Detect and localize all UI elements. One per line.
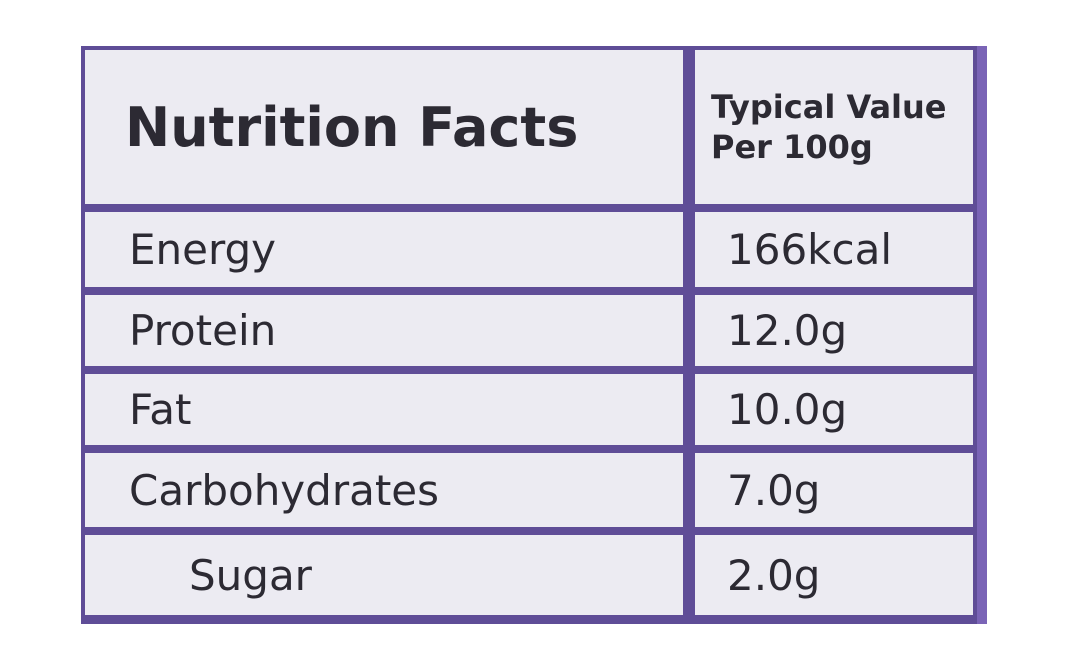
nutrient-value-protein: 12.0g [695, 295, 973, 366]
nutrient-label-protein: Protein [85, 295, 683, 366]
table-title-text: Nutrition Facts [125, 95, 579, 159]
nutrient-value-energy: 166kcal [695, 212, 973, 287]
nutrient-label-text: Energy [129, 225, 277, 274]
nutrient-value-fat: 10.0g [695, 374, 973, 445]
value-header-line-1: Typical Value [711, 88, 947, 126]
nutrient-value-sugar: 2.0g [695, 535, 973, 615]
nutrient-label-text: Sugar [189, 550, 312, 600]
nutrient-value-carbohydrates: 7.0g [695, 453, 973, 527]
nutrient-value-text: 166kcal [727, 225, 892, 274]
nutrient-label-text: Fat [129, 385, 192, 434]
nutrition-facts-table: Nutrition Facts Typical Value Per 100g E… [81, 46, 987, 624]
table-title: Nutrition Facts [85, 50, 683, 204]
nutrient-label-carbohydrates: Carbohydrates [85, 453, 683, 527]
value-column-header: Typical Value Per 100g [695, 50, 973, 204]
nutrient-label-text: Carbohydrates [129, 465, 440, 515]
nutrient-label-sugar: Sugar [85, 535, 683, 615]
value-header-line-2: Per 100g [711, 128, 873, 166]
nutrient-value-text: 10.0g [727, 385, 848, 434]
panel-edge [977, 46, 987, 624]
nutrient-label-energy: Energy [85, 212, 683, 287]
nutrient-value-text: 7.0g [727, 465, 821, 515]
nutrient-label-fat: Fat [85, 374, 683, 445]
nutrient-value-text: 2.0g [727, 550, 821, 600]
nutrient-label-text: Protein [129, 306, 277, 355]
nutrient-value-text: 12.0g [727, 306, 848, 355]
